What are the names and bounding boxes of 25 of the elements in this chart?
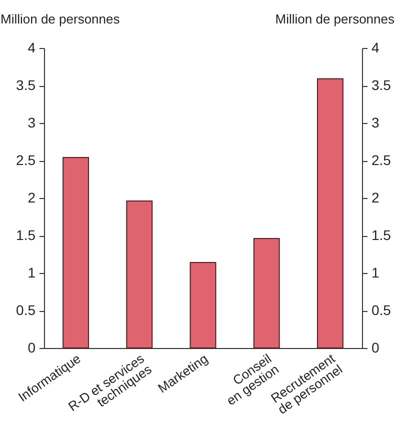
bar [126, 200, 153, 348]
y-tick-label: 4 [28, 40, 36, 56]
y-tick-label: 3 [28, 114, 36, 130]
y-tick-label: 0.5 [16, 302, 36, 318]
y2-tick-label: 1 [372, 264, 380, 280]
y2-tick-label: 0.5 [372, 302, 392, 318]
y-tick-label: 3.5 [16, 77, 36, 93]
y-tick-label: 1 [28, 264, 36, 280]
bar [62, 157, 90, 348]
y2-tick-label: 3.5 [372, 77, 392, 93]
y2-tick-label: 4 [372, 40, 380, 56]
y2-tick-label: 3 [372, 114, 380, 130]
bar [190, 262, 216, 348]
bar [253, 238, 280, 348]
y2-tick-label: 2 [372, 190, 380, 206]
y2-tick-label: 0 [372, 340, 380, 356]
y-tick-label: 0 [28, 340, 36, 356]
y2-axis-title: Million de personnes [275, 12, 395, 26]
y-tick-label: 2 [28, 190, 36, 206]
y-tick-label: 1.5 [16, 227, 36, 243]
y2-tick-label: 1.5 [372, 227, 392, 243]
y2-tick-label: 2.5 [372, 152, 392, 168]
y-tick-label: 2.5 [16, 152, 36, 168]
y-axis-title: Million de personnes [0, 12, 120, 26]
bar [316, 78, 344, 348]
